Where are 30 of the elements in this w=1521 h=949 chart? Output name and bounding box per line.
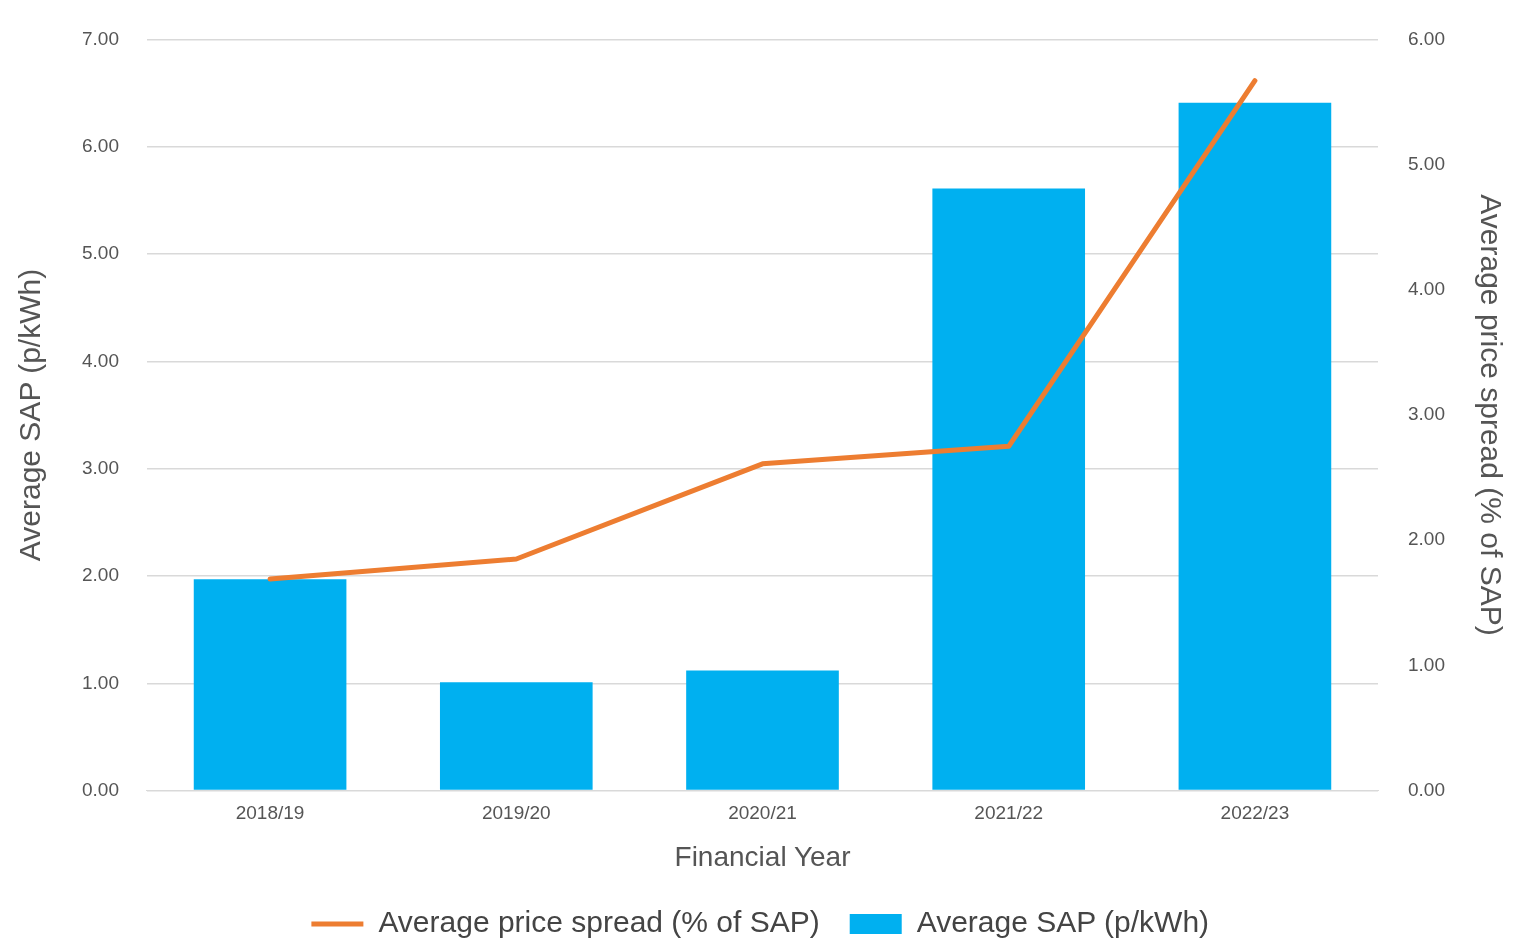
legend-label: Average SAP (p/kWh) <box>916 905 1210 939</box>
y2-tick-label: 6.00 <box>1408 27 1445 49</box>
y-tick-label: 7.00 <box>82 27 119 49</box>
y-axis-title: Average SAP (p/kWh) <box>13 268 47 562</box>
y-tick-label: 1.00 <box>82 671 119 693</box>
bar <box>1178 102 1332 790</box>
bar <box>193 579 347 790</box>
x-tick-label: 2021/22 <box>974 802 1044 824</box>
legend-label: Average price spread (% of SAP) <box>378 905 820 939</box>
bar <box>932 188 1086 790</box>
y-tick-label: 6.00 <box>82 134 119 156</box>
y-tick-label: 0.00 <box>82 778 119 800</box>
y-tick-label: 3.00 <box>82 456 119 478</box>
x-tick-label: 2022/23 <box>1220 802 1290 824</box>
y2-tick-label: 1.00 <box>1408 653 1445 675</box>
x-tick-label: 2020/21 <box>728 802 797 824</box>
y-tick-label: 5.00 <box>82 242 119 264</box>
x-axis-title: Financial Year <box>674 840 851 872</box>
x-tick-label: 2019/20 <box>481 802 551 824</box>
y2-tick-label: 5.00 <box>1408 152 1445 174</box>
y-tick-label: 4.00 <box>82 349 119 371</box>
y2-axis-title: Average price spread (% of SAP) <box>1474 194 1508 636</box>
y2-tick-label: 4.00 <box>1408 278 1445 300</box>
y2-tick-label: 3.00 <box>1408 403 1445 425</box>
y2-tick-label: 2.00 <box>1408 528 1445 550</box>
bar <box>686 670 839 790</box>
y-tick-label: 2.00 <box>82 564 119 586</box>
y2-tick-label: 0.00 <box>1408 778 1445 800</box>
bar <box>439 682 593 790</box>
x-tick-label: 2018/19 <box>235 802 305 824</box>
